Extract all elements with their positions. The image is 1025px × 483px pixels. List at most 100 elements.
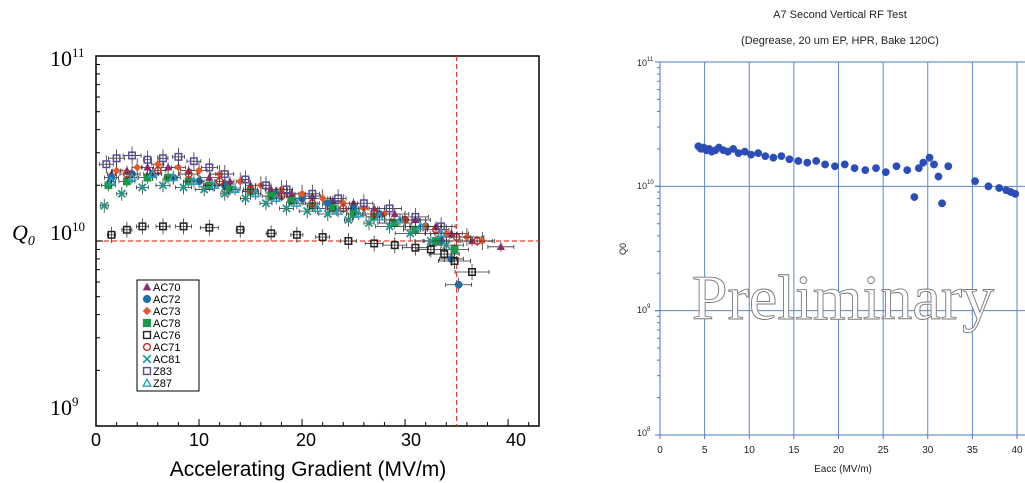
left-point-ac76 [440, 250, 449, 259]
right-axis-ticks [655, 61, 1018, 439]
right-data-point [803, 158, 812, 167]
left-point-z83 [102, 160, 111, 169]
left-point-z83 [189, 157, 198, 166]
legend-label-ac71: AC71 [153, 342, 181, 354]
left-chart: 1011 1010 109 Q0 0 10 20 30 40 Accelerat… [12, 45, 540, 481]
right-chart: A7 Second Vertical RF Test (Degrease, 20… [618, 9, 1025, 475]
left-point-ac81 [405, 229, 415, 238]
left-point-z87 [395, 214, 405, 224]
left-point-ac70 [164, 163, 173, 171]
left-point-ac76 [267, 229, 276, 238]
left-point-z87 [374, 211, 385, 221]
left-point-ac70 [390, 209, 399, 218]
legend-marker-ac81 [142, 354, 152, 364]
legend-marker-ac71 [142, 342, 152, 352]
left-point-ac81 [220, 189, 230, 199]
left-point-ac76 [344, 237, 353, 245]
right-x-tick-30: 30 [922, 445, 934, 456]
right-data-point [812, 157, 821, 165]
left-point-ac81 [261, 199, 271, 208]
right-data-point [984, 182, 993, 191]
right-data-point [919, 158, 928, 167]
left-point-z87 [333, 206, 343, 215]
left-point-z83 [241, 175, 250, 184]
left-point-ac76 [292, 230, 301, 239]
left-point-ac73 [318, 194, 327, 203]
right-data-point [881, 168, 890, 177]
left-point-ac76 [411, 243, 420, 252]
left-point-z87 [436, 228, 447, 237]
left-point-z87 [127, 172, 137, 182]
right-data-point [971, 177, 979, 186]
right-x-tick-15: 15 [788, 445, 800, 456]
left-point-z87 [147, 168, 158, 178]
left-point-ac76 [179, 222, 188, 231]
left-point-z83 [174, 152, 183, 161]
legend-marker-ac76 [142, 330, 152, 340]
right-y-tick-upper: 1010 [637, 180, 654, 191]
left-point-z83 [112, 154, 121, 163]
right-data-point [861, 166, 870, 175]
left-point-ac76 [158, 222, 167, 231]
right-data-point [944, 162, 953, 171]
right-data-point [747, 150, 755, 159]
right-data-point [729, 145, 738, 153]
left-series-ac76 [107, 218, 490, 280]
left-point-ac81 [385, 222, 394, 231]
right-data-point [938, 199, 946, 208]
right-data-point [821, 160, 830, 169]
left-point-z87 [168, 172, 179, 182]
left-point-ac78 [450, 245, 459, 254]
left-point-ac71 [215, 177, 224, 186]
left-point-z87 [230, 184, 240, 194]
left-x-tick-0: 0 [91, 430, 101, 450]
left-x-tick-20: 20 [296, 430, 316, 450]
right-data-point [777, 152, 786, 161]
left-x-tick-10: 10 [189, 430, 209, 450]
legend-label-ac72: AC72 [153, 294, 181, 306]
left-point-ac76 [370, 239, 379, 248]
left-point-ac81 [199, 185, 209, 194]
left-point-ac76 [122, 225, 131, 234]
right-data-point [850, 164, 859, 173]
right-y-tick-bottom: 108 [637, 427, 651, 438]
right-data-point [903, 166, 912, 175]
legend-label-ac78: AC78 [153, 318, 181, 330]
right-x-tick-0: 0 [657, 445, 663, 456]
legend-label-z87: Z87 [153, 378, 172, 390]
legend-label-ac73: AC73 [153, 306, 181, 318]
left-data-marks [98, 146, 515, 292]
left-point-ac71 [184, 170, 193, 179]
right-x-tick-5: 5 [702, 445, 708, 456]
right-x-tick-25: 25 [878, 445, 890, 456]
left-x-tick-40: 40 [506, 430, 526, 450]
right-x-tick-10: 10 [744, 445, 756, 456]
left-point-ac73 [194, 166, 204, 175]
left-point-ac70 [496, 242, 505, 251]
right-chart-title: A7 Second Vertical RF Test [773, 9, 907, 21]
right-data-point [892, 162, 901, 171]
left-point-ac78 [287, 196, 296, 205]
right-data-point [934, 172, 943, 181]
right-grid [660, 62, 1025, 435]
left-point-ac73 [298, 189, 307, 198]
left-x-axis-label: Accelerating Gradient (MV/m) [170, 458, 447, 481]
left-point-z87 [353, 208, 364, 218]
right-data-point [740, 147, 749, 156]
right-data-marks [694, 142, 1020, 208]
right-data-point [925, 153, 934, 162]
right-data-point [930, 160, 938, 169]
left-point-ac81 [117, 189, 126, 199]
left-point-ac81 [344, 215, 353, 225]
left-y-tick-top: 1011 [50, 45, 85, 71]
right-data-point [831, 162, 839, 171]
left-point-ac76 [205, 223, 214, 232]
left-point-ac76 [318, 233, 327, 242]
right-x-tick-labels: 0 5 10 15 20 25 30 35 40 [657, 445, 1023, 456]
legend-label-ac81: AC81 [153, 354, 181, 366]
left-point-z87 [415, 221, 426, 230]
left-y-tick-middle: 1010 [50, 219, 85, 245]
left-point-z83 [205, 163, 214, 172]
right-data-point [754, 149, 763, 158]
right-x-tick-20: 20 [833, 445, 845, 456]
